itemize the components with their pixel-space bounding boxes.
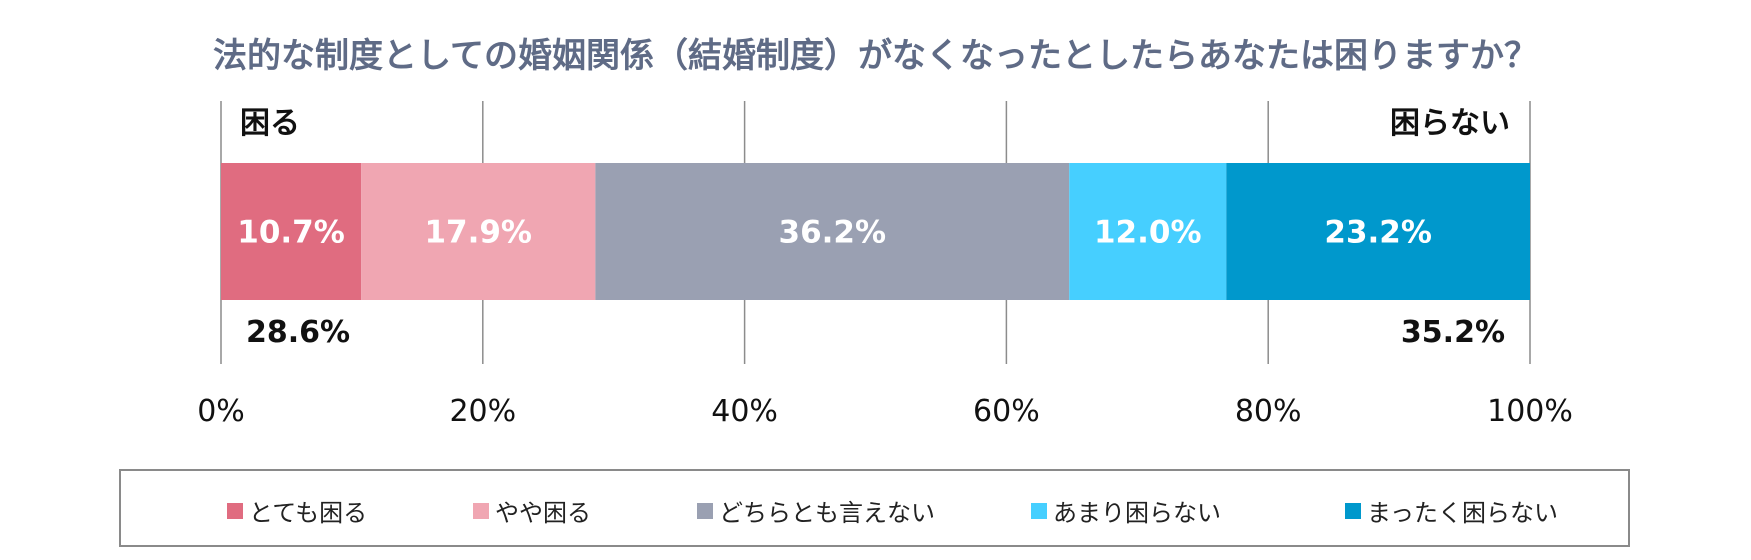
x-tick-label: 40% — [711, 394, 778, 429]
x-tick-label: 80% — [1235, 394, 1302, 429]
legend-item: まったく困らない — [1345, 493, 1558, 528]
chart-title: 法的な制度としての婚姻関係（結婚制度）がなくなったとしたらあなたは困りますか？ — [213, 36, 1538, 76]
right-total-label: 35.2% — [1401, 315, 1505, 350]
chart-area: 10.7% 17.9% 36.2% 12.0% 23.2% 0% 20% 40% 60% 80%… — [197, 101, 1573, 429]
legend-label: やや困る — [495, 499, 591, 527]
bar-segment-4 — [1069, 163, 1227, 300]
left-group-label: 困る — [240, 106, 300, 141]
legend-item: とても困る — [227, 493, 367, 528]
legend-item: やや困る — [473, 493, 591, 528]
x-tick-label: 20% — [449, 394, 516, 429]
x-tick-label: 100% — [1487, 394, 1573, 429]
legend-label: あまり困らない — [1053, 499, 1221, 527]
legend-item: どちらとも言えない — [697, 493, 935, 528]
legend-swatch — [697, 502, 713, 519]
bar-value-label: 10.7% — [237, 215, 345, 251]
x-axis-ticks: 0% 20% 40% 60% 80% 100% — [197, 394, 1573, 429]
legend: とても困る やや困る どちらとも言えない あまり困らない まったく困らない — [119, 469, 1630, 547]
x-tick-label: 0% — [197, 394, 245, 429]
legend-swatch — [1031, 502, 1047, 519]
legend-item: あまり困らない — [1031, 493, 1221, 528]
legend-swatch — [473, 502, 489, 519]
bar-segment-2 — [361, 163, 596, 300]
bar-value-label: 17.9% — [424, 215, 532, 251]
stacked-bar: 10.7% 17.9% 36.2% 12.0% 23.2% — [221, 163, 1530, 300]
left-total-label: 28.6% — [246, 315, 350, 350]
bar-value-label: 23.2% — [1324, 215, 1432, 251]
x-tick-label: 60% — [973, 394, 1040, 429]
bar-segment-1 — [221, 163, 362, 300]
legend-swatch — [1345, 502, 1361, 519]
bar-value-label: 36.2% — [779, 215, 887, 251]
legend-label: どちらとも言えない — [719, 499, 935, 527]
right-group-label: 困らない — [1390, 106, 1510, 141]
legend-label: とても困る — [249, 499, 368, 527]
bar-segment-3 — [595, 163, 1070, 300]
bar-segment-5 — [1226, 163, 1530, 300]
legend-label: まったく困らない — [1367, 499, 1559, 527]
legend-swatch — [227, 502, 243, 519]
bar-value-label: 12.0% — [1094, 215, 1202, 251]
